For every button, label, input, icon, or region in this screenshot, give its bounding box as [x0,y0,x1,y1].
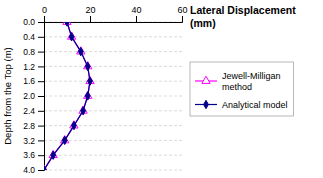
y-tick-label: 3.6 [23,150,35,160]
point [78,47,83,55]
y-tick: 1.2 [23,62,44,72]
y-tick-mark [38,81,44,82]
point [85,92,90,100]
y-tick-label: 0.4 [23,32,35,42]
y-tick-mark [38,126,44,127]
point [51,151,56,159]
legend-marker [202,76,210,83]
grid-line [44,110,182,111]
grid-line [44,170,182,171]
series [44,22,92,170]
legend-entry: Jewell-Milliganmethod [195,71,281,92]
x-tick-mark [136,16,137,22]
y-tick: 2.4 [23,106,44,116]
y-tick-mark [38,96,44,97]
grid-line [44,66,182,67]
x-tick-label: 60 [177,5,187,15]
legend-label: Jewell-Milliganmethod [222,71,281,92]
series [44,22,94,170]
x-tick: 20 [85,5,95,22]
y-tick: 0.4 [23,32,44,42]
y-axis: 0.0 0.4 0.8 1.2 1.6 2.0 2.4 2.8 3.2 3.6 4.0 [23,17,44,175]
x-tick: 60 [177,5,187,22]
y-tick: 3.2 [23,136,44,146]
point [65,22,70,26]
y-tick-mark [38,37,44,38]
y-tick-label: 1.2 [23,62,35,72]
point [69,33,74,41]
grid-line [44,155,182,156]
y-tick-mark [38,140,44,141]
point [88,77,93,85]
chart: 0 20 40 60 0.0 0.4 0.8 1.2 1.6 2.0 2.4 2.8 3.2 3.6 4.0… [0,0,323,178]
y-tick-mark [38,52,44,53]
y-tick: 2.8 [23,121,44,131]
series-line [44,22,90,170]
x-tick-mark [44,16,45,22]
y-tick: 2.0 [23,91,44,101]
grid-line [44,36,182,37]
point [85,62,90,70]
x-axis-line [45,16,183,23]
x-tick-label: 0 [42,5,47,15]
plot-area [44,22,94,170]
grid-line [44,96,182,97]
y-tick-label: 2.0 [23,91,35,101]
point [62,136,67,144]
x-tick-mark [182,16,183,22]
y-tick-label: 2.8 [23,121,35,131]
legend-label: Analytical model [222,100,288,110]
x-tick: 0 [42,5,47,22]
y-tick: 0.0 [23,17,44,27]
y-tick-mark [38,155,44,156]
x-tick-label: 40 [131,5,141,15]
legend-label-line: Analytical model [222,100,288,110]
y-tick-label: 4.0 [23,165,35,175]
y-tick-mark [38,170,44,171]
grid [44,22,182,170]
y-tick: 3.6 [23,150,44,160]
y-tick-label: 0.0 [23,17,35,27]
y-axis-title: Depth from the Top (m) [2,47,13,145]
grid-line [44,51,182,52]
series-line [44,22,90,170]
grid-line [44,81,182,82]
x-tick-mark [90,16,91,22]
point [71,121,76,129]
grid-line [44,125,182,126]
title: Lateral Displacement(mm) [190,4,296,29]
y-tick-label: 0.8 [23,47,35,57]
legend-frame [190,62,294,116]
y-tick: 0.8 [23,47,44,57]
y-tick: 4.0 [23,165,44,175]
y-tick-label: 2.4 [23,106,35,116]
title-line: Lateral Displacement [190,4,296,16]
y-tick-mark [38,111,44,112]
y-tick-label: 1.6 [23,76,35,86]
x-axis: 0 20 40 60 [42,5,188,23]
x-tick: 40 [131,5,141,22]
legend-label-line: method [222,82,252,92]
x-tick-label: 20 [85,5,95,15]
y-tick-mark [38,22,44,23]
y-tick-mark [38,66,44,67]
legend-label-line: Jewell-Milligan [222,71,281,81]
y-tick: 1.6 [23,76,44,86]
point [81,107,86,115]
y-tick-label: 3.2 [23,136,35,146]
legend: Jewell-Milliganmethod Analytical model [190,62,294,116]
legend-entry: Analytical model [195,100,288,110]
legend-marker [204,100,209,108]
y-axis-line [38,23,45,171]
title-line: (mm) [190,17,216,29]
point [44,166,46,170]
